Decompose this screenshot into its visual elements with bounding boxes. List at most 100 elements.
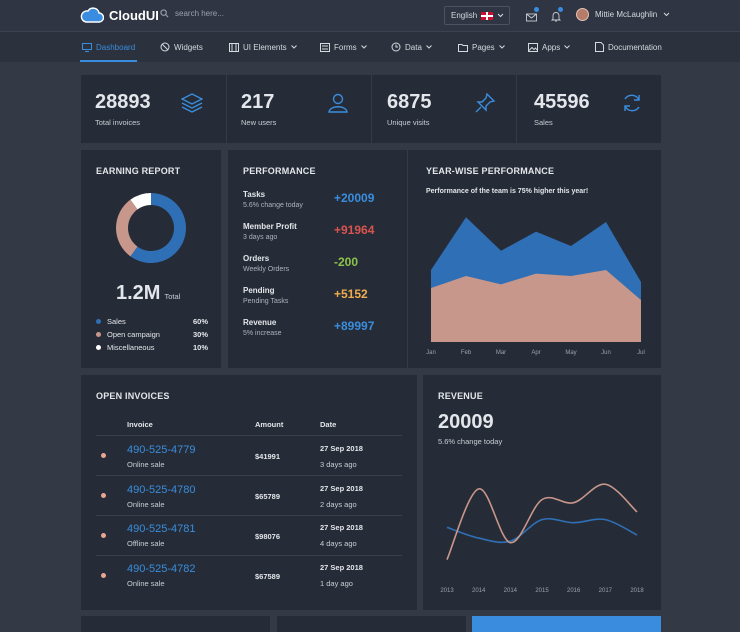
x-tick-label: Feb	[461, 350, 472, 356]
mail-button[interactable]	[526, 7, 539, 27]
nav-pages[interactable]: Pages	[458, 32, 505, 62]
brand-logo[interactable]: CloudUI	[80, 6, 159, 24]
nav-apps[interactable]: Apps	[528, 32, 571, 62]
perf-tasks-sub: 5.6% change today	[243, 202, 303, 209]
x-tick-label: 2014	[472, 588, 486, 594]
nav-ui-elements[interactable]: UI Elements	[229, 32, 297, 62]
uk-flag-icon	[481, 11, 494, 20]
table-divider	[96, 435, 402, 436]
invoice-link[interactable]: 490-525-4781	[127, 523, 196, 535]
nav-dashboard[interactable]: Dashboard	[80, 32, 138, 62]
invoice-type: Online sale	[127, 500, 165, 509]
users-icon	[328, 93, 348, 113]
perf-member-profit-title: Member Profit	[243, 222, 297, 231]
nav-pages-label: Pages	[472, 42, 495, 52]
table-divider	[96, 475, 402, 476]
nav-widgets[interactable]: Widgets	[160, 32, 203, 62]
avatar	[576, 8, 589, 21]
table-divider	[96, 515, 402, 516]
language-label: English	[451, 11, 478, 20]
status-dot	[101, 533, 106, 538]
stat-total-invoices-value: 28893	[95, 91, 151, 113]
invoice-link[interactable]: 490-525-4782	[127, 563, 196, 575]
line-series-1	[446, 517, 638, 544]
notifications-button[interactable]	[550, 7, 563, 27]
x-tick-label: May	[565, 350, 576, 356]
col-amount: Amount	[255, 420, 284, 429]
nav-data-label: Data	[405, 42, 422, 52]
perf-revenue-title: Revenue	[243, 318, 277, 327]
top-bar: CloudUI search here... English Mittie Mc…	[0, 0, 740, 32]
chevron-down-icon	[360, 45, 367, 49]
legend-label: Miscellaneous	[107, 343, 155, 352]
user-menu[interactable]: Mittie McLaughlin	[576, 8, 670, 21]
nav-data[interactable]: Data	[391, 32, 432, 62]
invoice-date: 27 Sep 2018	[320, 563, 363, 572]
performance-title: PERFORMANCE	[243, 166, 316, 176]
notification-badge	[558, 7, 563, 12]
x-tick-label: 2018	[630, 588, 644, 594]
clock-icon	[391, 42, 401, 52]
stats-card: 28893 Total invoices 217 New users 6875 …	[81, 75, 661, 143]
invoice-link[interactable]: 490-525-4780	[127, 484, 196, 496]
legend-label: Open campaign	[107, 330, 160, 339]
open-invoices-title: OPEN INVOICES	[96, 391, 170, 401]
chevron-down-icon	[497, 13, 504, 18]
user-name: Mittie McLaughlin	[595, 10, 658, 19]
table-divider	[96, 555, 402, 556]
brand-name: CloudUI	[109, 7, 159, 23]
invoice-link[interactable]: 490-525-4779	[127, 444, 196, 456]
perf-pending-sub: Pending Tasks	[243, 298, 289, 305]
donut-slice-miscellaneous	[130, 193, 151, 210]
nav-documentation[interactable]: Documentation	[595, 32, 662, 62]
mail-icon	[526, 13, 537, 22]
earning-total-value: 1.2M	[116, 282, 161, 304]
nav-ui-elements-label: UI Elements	[243, 42, 287, 52]
legend-dot	[96, 345, 101, 350]
nav-widgets-label: Widgets	[174, 42, 203, 52]
legend-pct: 60%	[192, 317, 208, 326]
language-select[interactable]: English	[444, 6, 510, 25]
legend-pct: 30%	[192, 330, 208, 339]
search-box[interactable]: search here...	[160, 9, 224, 18]
status-dot	[101, 453, 106, 458]
revenue-value: 20009	[438, 411, 494, 433]
search-icon	[160, 9, 169, 18]
image-icon	[528, 42, 538, 52]
invoice-amount: $98076	[255, 532, 281, 541]
bottom-card-3	[472, 616, 661, 632]
cloud-icon	[80, 7, 104, 23]
legend-dot	[96, 319, 101, 324]
line-series-2	[446, 483, 638, 560]
status-dot	[101, 573, 106, 578]
x-tick-label: 2016	[567, 588, 581, 594]
chevron-down-icon	[498, 45, 505, 49]
performance-card: PERFORMANCE Tasks 5.6% change today +200…	[228, 150, 661, 368]
bell-icon	[550, 12, 562, 22]
invoice-ago: 2 days ago	[320, 500, 357, 509]
perf-pending-value: +5152	[334, 287, 368, 301]
search-input[interactable]: search here...	[175, 9, 224, 18]
nav-documentation-label: Documentation	[608, 42, 662, 52]
layers-icon	[181, 93, 203, 113]
legend-label: Sales	[107, 317, 126, 326]
nav-forms[interactable]: Forms	[320, 32, 367, 62]
invoice-ago: 3 days ago	[320, 460, 357, 469]
col-date: Date	[320, 420, 337, 429]
x-tick-label: 2015	[535, 588, 549, 594]
x-tick-label: Mar	[496, 350, 506, 356]
bottom-card-2	[277, 616, 466, 632]
nav-dashboard-label: Dashboard	[96, 42, 136, 52]
chevron-down-icon	[290, 45, 297, 49]
pin-icon	[475, 92, 496, 113]
main-nav: Dashboard Widgets UI Elements Forms Data…	[0, 32, 740, 62]
invoice-type: Online sale	[127, 460, 165, 469]
invoice-ago: 1 day ago	[320, 579, 353, 588]
donut-slice-open-campaign	[116, 199, 138, 257]
invoice-date: 27 Sep 2018	[320, 444, 363, 453]
invoice-date: 27 Sep 2018	[320, 484, 363, 493]
donut-slice-sales	[130, 193, 186, 263]
stat-total-invoices-label: Total invoices	[95, 118, 141, 127]
invoice-amount: $41991	[255, 452, 281, 461]
earning-report-card: EARNING REPORT 1.2M Total Sales 60% Open…	[81, 150, 221, 368]
